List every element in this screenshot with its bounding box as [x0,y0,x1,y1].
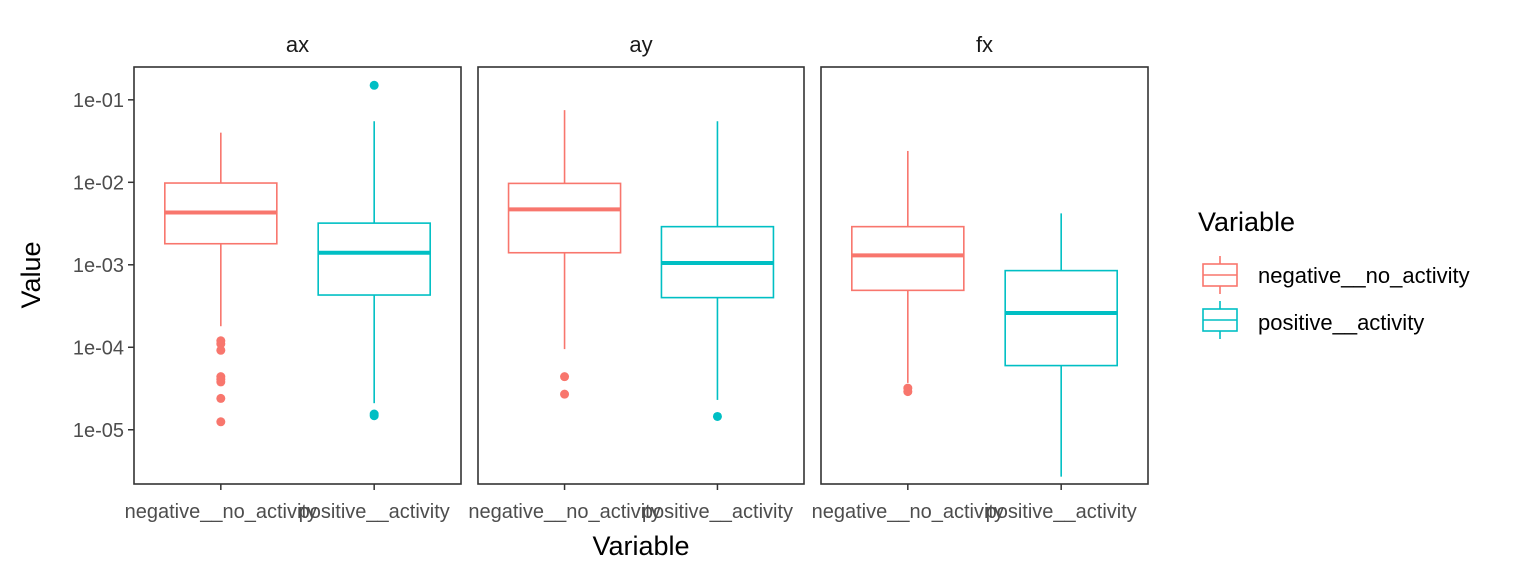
outlier-point [369,411,379,421]
panels-layer: axnegative__no_activitypositive__activit… [125,32,1149,523]
y-tick-label: 1e-03 [73,255,124,277]
outlier-point [216,393,226,403]
y-tick-label: 1e-05 [73,420,124,442]
panel-border [477,66,805,485]
y-axis-title: Value [16,241,46,308]
outlier-point [216,417,226,427]
legend-keys [1202,256,1238,339]
iqr-box [851,225,965,292]
outlier-point [369,80,379,90]
box-positive__activity [317,80,431,421]
legend-key-positive__activity [1202,301,1238,339]
outlier-point [712,411,722,421]
panel-fx: fx negative__no_activitypositive__activit… [812,32,1149,523]
outlier-point [560,389,570,399]
x-tick-label: positive__activity [299,501,450,523]
box-positive__activity [660,121,775,421]
outlier-point [216,339,226,349]
x-tick-label: negative__no_activity [125,501,317,523]
box-negative__no_activity [164,132,278,427]
legend-label-positive: positive__activity [1258,310,1424,335]
legend-label-negative: negative__no_activity [1258,263,1470,288]
panel-border [820,66,1149,485]
panel-ay: ay negative__no_activitypositive__activit… [468,32,805,523]
x-tick-label: negative__no_activity [812,501,1004,523]
legend-key-negative__no_activity [1202,256,1238,294]
y-axis: 1e-01 1e-02 1e-03 1e-04 1e-05 [73,90,134,442]
box-positive__activity [1004,213,1118,477]
panel-ax: ax negative__no_activitypositive__activit… [125,32,462,523]
panel-border [133,66,462,485]
box-negative__no_activity [851,150,965,397]
x-tick-label: positive__activity [986,501,1137,523]
outlier-point [216,345,226,355]
y-tick-label: 1e-01 [73,90,124,112]
legend-title: Variable [1198,207,1295,237]
panel-strip-title: ay [629,32,652,57]
y-tick-label: 1e-04 [73,337,124,359]
panel-strip-title: ax [286,32,309,57]
x-tick-label: positive__activity [642,501,793,523]
box-negative__no_activity [507,110,622,399]
legend: Variable negative__no_activity positive_… [1198,207,1470,339]
iqr-box [1004,269,1118,367]
x-tick-label: negative__no_activity [468,501,660,523]
panel-strip-title: fx [976,32,993,57]
outlier-point [903,387,913,397]
x-axis-title: Variable [592,531,689,561]
outlier-point [216,377,226,387]
iqr-box [507,182,622,254]
y-tick-label: 1e-02 [73,172,124,194]
iqr-box [317,222,431,296]
outlier-point [560,372,570,382]
